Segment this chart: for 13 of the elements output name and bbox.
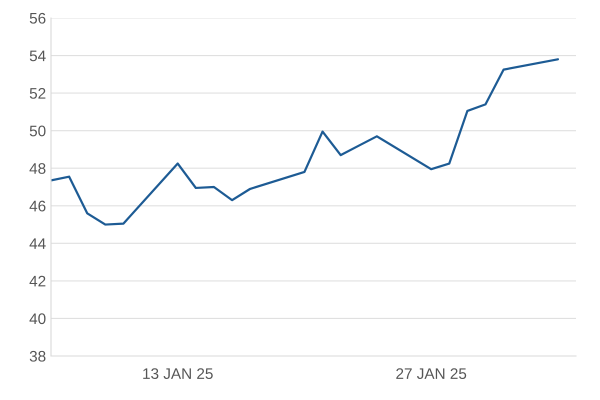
y-tick-label: 50 [30,126,46,136]
y-tick-label: 44 [30,238,46,249]
y-tick-label: 40 [30,313,46,324]
x-tick-label: 13 JAN 25 [143,368,213,380]
y-tick-label: 48 [30,163,46,174]
y-tick-label: 38 [30,350,46,362]
y-tick-label: 54 [30,50,46,62]
x-tick-label: 27 JAN 25 [396,368,466,380]
y-tick-label: 52 [30,88,46,99]
y-tick-label: 46 [30,200,46,212]
line-series [51,58,560,226]
y-tick-label: 56 [30,12,46,24]
y-tick-label: 42 [30,276,46,286]
